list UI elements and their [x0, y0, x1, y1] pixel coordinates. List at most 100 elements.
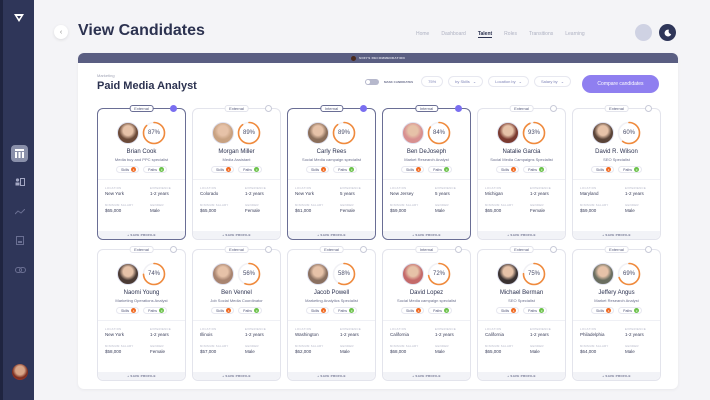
save-profile-button[interactable]: + SAVE PROFILE	[193, 372, 280, 380]
paths-tag[interactable]: Paths 3	[618, 166, 643, 173]
skills-tag[interactable]: Skills 4	[495, 166, 520, 173]
main-content: ‹ View Candidates Home Dashboard Talent …	[34, 0, 710, 400]
candidate-card[interactable]: External 58% Jacob Powell Marketing Anal…	[287, 246, 376, 381]
paths-tag[interactable]: Paths 3	[333, 307, 358, 314]
sidebar-item-trend-icon[interactable]	[13, 205, 27, 219]
skills-filter[interactable]: by Skills ⌄	[448, 76, 484, 87]
match-ring	[332, 121, 356, 145]
nav-transitions[interactable]: Transitions	[528, 31, 554, 37]
paths-tag[interactable]: Paths 3	[428, 166, 453, 173]
skills-tag[interactable]: Skills 4	[210, 166, 235, 173]
save-profile-button[interactable]: + SAVE PROFILE	[383, 372, 470, 380]
paths-tag[interactable]: Paths 3	[143, 166, 168, 173]
gender-label: GENDER	[340, 203, 354, 207]
select-checkbox[interactable]	[360, 105, 367, 112]
candidate-card[interactable]: Internal 72% David Lopez Social Media ca…	[382, 246, 471, 381]
skills-tag[interactable]: Skills 4	[305, 307, 330, 314]
candidate-card[interactable]: Internal 84% Ben DeJoseph Market Researc…	[382, 105, 471, 240]
save-profile-button[interactable]: + SAVE PROFILE	[478, 372, 565, 380]
candidate-card[interactable]: External 75% Michael Berman SEO Speciali…	[477, 246, 566, 381]
save-profile-button[interactable]: + SAVE PROFILE	[573, 372, 660, 380]
select-checkbox[interactable]	[645, 105, 652, 112]
select-checkbox[interactable]	[645, 246, 652, 253]
paths-tag[interactable]: Paths 3	[238, 307, 263, 314]
candidate-card[interactable]: External 69% Jeffery Angus Market Resear…	[572, 246, 661, 381]
save-profile-button[interactable]: + SAVE PROFILE	[288, 372, 375, 380]
paths-tag[interactable]: Paths 3	[333, 166, 358, 173]
profile-button[interactable]	[635, 24, 652, 41]
save-profile-button[interactable]: + SAVE PROFILE	[193, 231, 280, 239]
paths-tag[interactable]: Paths 3	[428, 307, 453, 314]
candidate-card[interactable]: External 56% Ben Vennel Job Social Media…	[192, 246, 281, 381]
skills-tag[interactable]: Skills 4	[495, 307, 520, 314]
paths-tag[interactable]: Paths 3	[523, 166, 548, 173]
role-title: Paid Media Analyst	[97, 80, 197, 92]
skills-tag[interactable]: Skills 4	[400, 166, 425, 173]
sidebar-item-link-icon[interactable]	[13, 263, 27, 277]
logo-icon[interactable]	[13, 12, 25, 24]
back-button[interactable]: ‹	[54, 25, 68, 39]
match-ring	[142, 121, 166, 145]
salary-label: MINIMUM SALARY	[485, 203, 514, 207]
paths-tag[interactable]: Paths 3	[618, 307, 643, 314]
candidate-card[interactable]: Internal 89% Carly Rees Social Media cam…	[287, 105, 376, 240]
skills-tag[interactable]: Skills 4	[210, 307, 235, 314]
candidate-card[interactable]: External 89% Morgan Miller Media Assista…	[192, 105, 281, 240]
select-checkbox[interactable]	[170, 246, 177, 253]
match-ring	[237, 121, 261, 145]
skills-tag[interactable]: Skills 4	[590, 166, 615, 173]
dark-mode-toggle[interactable]	[659, 24, 676, 41]
save-profile-button[interactable]: + SAVE PROFILE	[573, 231, 660, 239]
skills-tag[interactable]: Skills 4	[115, 166, 140, 173]
experience-label: EXPERIENCE	[435, 186, 457, 190]
select-checkbox[interactable]	[550, 105, 557, 112]
paths-tag[interactable]: Paths 3	[143, 307, 168, 314]
save-profile-button[interactable]: + SAVE PROFILE	[478, 231, 565, 239]
user-avatar[interactable]	[12, 364, 28, 380]
mask-candidates-toggle[interactable]	[365, 78, 379, 85]
mask-candidates-label: MASK CANDIDATES	[384, 79, 414, 84]
experience-label: EXPERIENCE	[340, 327, 362, 331]
candidate-card[interactable]: External 87% Brian Cook Media buy and PP…	[97, 105, 186, 240]
select-checkbox[interactable]	[455, 105, 462, 112]
save-profile-button[interactable]: + SAVE PROFILE	[288, 231, 375, 239]
select-checkbox[interactable]	[265, 246, 272, 253]
nav-roles[interactable]: Roles	[504, 31, 517, 37]
select-checkbox[interactable]	[170, 105, 177, 112]
nav-learning[interactable]: Learning	[565, 31, 585, 37]
candidate-card[interactable]: External 74% Naomi Young Marketing Opera…	[97, 246, 186, 381]
compare-candidates-button[interactable]: Compare candidates	[582, 75, 659, 93]
avatar	[212, 122, 234, 144]
nav-dashboard[interactable]: Dashboard	[441, 31, 466, 37]
candidate-type-badge: External	[129, 246, 154, 253]
save-profile-button[interactable]: + SAVE PROFILE	[98, 372, 185, 380]
skills-tag[interactable]: Skills 4	[115, 307, 140, 314]
select-checkbox[interactable]	[550, 246, 557, 253]
sidebar-item-table-icon[interactable]	[11, 145, 28, 162]
paths-tag[interactable]: Paths 3	[238, 166, 263, 173]
save-profile-button[interactable]: + SAVE PROFILE	[383, 231, 470, 239]
sidebar-item-box-icon[interactable]	[13, 233, 27, 247]
gender-label: GENDER	[150, 203, 164, 207]
paths-tag[interactable]: Paths 3	[523, 307, 548, 314]
skills-tag[interactable]: Skills 4	[400, 307, 425, 314]
experience-value: 1-2 years	[150, 332, 169, 337]
sidebar-item-people-icon[interactable]	[13, 175, 27, 189]
skills-tag[interactable]: Skills 4	[590, 307, 615, 314]
page-title: View Candidates	[78, 22, 205, 39]
nav-talent[interactable]: Talent	[477, 31, 493, 38]
candidate-card[interactable]: External 93% Natalie Garcia Social Media…	[477, 105, 566, 240]
select-checkbox[interactable]	[265, 105, 272, 112]
candidate-card[interactable]: External 60% David R. Wilson SEO Special…	[572, 105, 661, 240]
location-filter[interactable]: Location by ⌄	[488, 76, 529, 87]
salary-filter[interactable]: Salary by ⌄	[534, 76, 572, 87]
filter-toolbar: MASK CANDIDATES 75% by Skills ⌄ Location …	[365, 76, 572, 87]
match-filter[interactable]: 75%	[421, 76, 444, 87]
nav-home[interactable]: Home	[416, 31, 430, 37]
select-checkbox[interactable]	[360, 246, 367, 253]
select-checkbox[interactable]	[455, 246, 462, 253]
save-profile-button[interactable]: + SAVE PROFILE	[98, 231, 185, 239]
chevron-down-icon: ⌄	[518, 79, 522, 84]
gender-label: GENDER	[435, 203, 449, 207]
skills-tag[interactable]: Skills 4	[305, 166, 330, 173]
